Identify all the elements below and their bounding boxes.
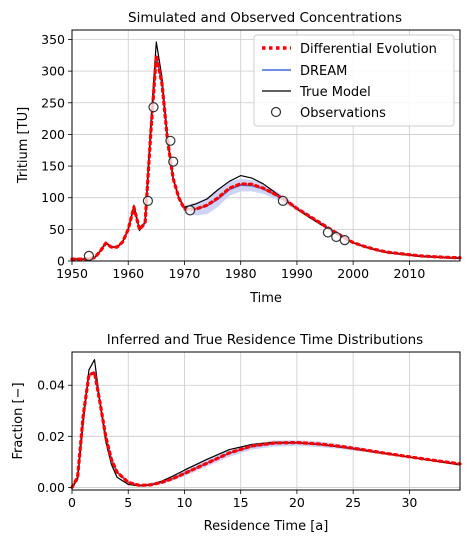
observation-markers — [83, 102, 350, 261]
observation-point — [185, 205, 196, 216]
residence-series — [70, 359, 462, 489]
concentration-ytick-label: 200 — [41, 127, 65, 142]
residence-grid — [71, 352, 460, 490]
concentration-ytick-label: 300 — [41, 64, 65, 79]
observation-point — [168, 156, 179, 167]
concentration-ytick-label: 250 — [41, 95, 65, 110]
concentration-ytick-label: 100 — [41, 190, 65, 205]
residence-ticks: 0 5 10 15 20 25 30 0.00 0.02 0.04 — [37, 378, 417, 510]
concentration-ytick-label: 350 — [41, 32, 65, 47]
concentration-ytick-label: 150 — [41, 159, 65, 174]
residence-xlabel: Residence Time [a] — [204, 519, 329, 534]
concentration-legend: Differential Evolution DREAM True Model … — [253, 34, 455, 127]
legend-obs-label: Observations — [300, 106, 386, 121]
concentration-xtick-label: 1970 — [169, 266, 201, 281]
observation-point — [148, 102, 159, 113]
observation-point — [142, 195, 153, 206]
concentration-xtick-label: 1950 — [56, 266, 88, 281]
concentration-credible-band — [184, 178, 309, 217]
legend-de-label: Differential Evolution — [300, 42, 437, 57]
residence-xtick-label: 20 — [289, 495, 305, 510]
legend-true-label: True Model — [299, 85, 371, 100]
legend-dream-label: DREAM — [300, 64, 347, 79]
residence-xtick-label: 0 — [68, 495, 76, 510]
residence-ylabel: Fraction [−] — [11, 382, 26, 459]
observation-point — [331, 231, 342, 243]
residence-ytick-label: 0.00 — [37, 480, 65, 495]
concentration-de-line — [70, 53, 462, 261]
concentration-xtick-label: 2000 — [337, 266, 369, 281]
residence-xtick-label: 10 — [177, 495, 193, 510]
residence-xtick-label: 25 — [345, 495, 361, 510]
concentration-plot-frame — [71, 29, 461, 262]
observation-point — [165, 135, 176, 146]
concentration-credible-band — [184, 178, 309, 217]
concentration-xtick-label: 1990 — [281, 266, 313, 281]
residence-ytick-label: 0.02 — [37, 429, 65, 444]
concentration-xtick-label: 1980 — [225, 266, 257, 281]
concentration-series — [70, 41, 462, 261]
legend-box — [253, 34, 455, 127]
observation-point — [83, 250, 95, 261]
concentration-ytick-label: 50 — [49, 222, 65, 237]
residence-true-line — [71, 359, 461, 488]
residence-de-line — [70, 370, 462, 489]
residence-ytick-label: 0.04 — [37, 378, 65, 393]
legend-obs-swatch — [270, 106, 282, 118]
concentration-ytick-label: 0 — [57, 254, 65, 269]
concentration-chart-title: Simulated and Observed Concentrations — [128, 10, 402, 26]
observation-point — [339, 235, 350, 246]
residence-xtick-label: 15 — [233, 495, 249, 510]
residence-chart-title: Inferred and True Residence Time Distrib… — [107, 332, 423, 348]
concentration-xtick-label: 2010 — [393, 266, 425, 281]
concentration-ylabel: Tritium [TU] — [16, 107, 31, 184]
observation-point — [277, 195, 288, 206]
concentration-xtick-label: 1960 — [112, 266, 144, 281]
concentration-xlabel: Time — [249, 291, 282, 306]
residence-plot-frame — [71, 351, 461, 491]
residence-xtick-label: 5 — [124, 495, 132, 510]
observation-point — [322, 227, 333, 238]
residence-time-chart: Inferred and True Residence Time Distrib… — [11, 332, 462, 534]
concentration-ticks: 1950 1960 1970 1980 1990 2000 2010 0 50 100 150 200… — [41, 32, 425, 281]
residence-dream-line — [71, 371, 461, 488]
residence-xtick-label: 30 — [401, 495, 417, 510]
concentration-chart: Simulated and Observed Concentrations 19… — [16, 10, 462, 306]
